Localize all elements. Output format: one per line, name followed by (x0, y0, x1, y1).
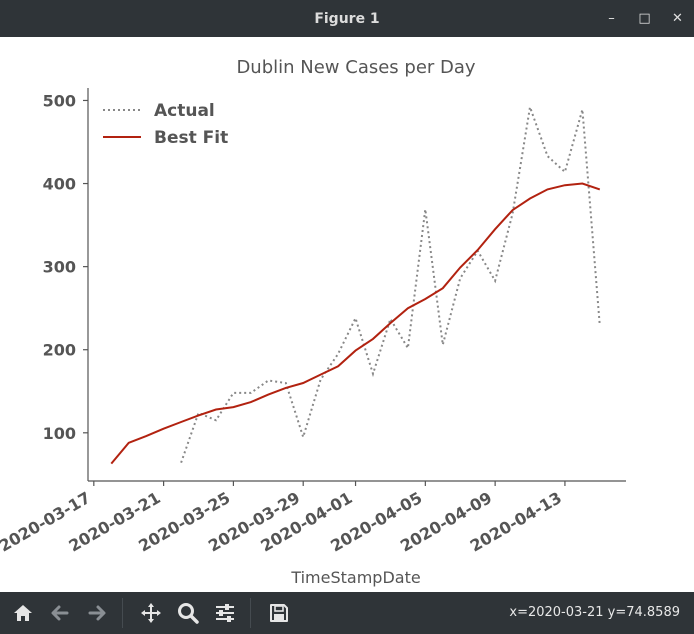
figure-canvas[interactable]: Dublin New Cases per Day TimeStampDate 1… (0, 37, 694, 592)
forward-arrow-icon (88, 605, 106, 621)
y-tick-label: 300 (43, 258, 76, 277)
save-button[interactable] (262, 596, 296, 630)
window-controls: – □ ✕ (595, 0, 694, 37)
y-tick-label: 400 (43, 175, 76, 194)
zoom-icon (178, 603, 199, 624)
pan-icon (141, 603, 161, 623)
x-axis-label: TimeStampDate (290, 568, 420, 587)
back-arrow-icon (51, 605, 69, 621)
window-titlebar: Figure 1 – □ ✕ (0, 0, 694, 37)
cursor-coordinates: x=2020-03-21 y=74.8589 (509, 605, 680, 620)
window-title: Figure 1 (314, 10, 380, 27)
chart: Dublin New Cases per Day TimeStampDate 1… (0, 57, 626, 587)
maximize-button[interactable]: □ (638, 11, 651, 26)
chart-title: Dublin New Cases per Day (236, 57, 475, 78)
legend: Actual Best Fit (103, 101, 228, 148)
home-button[interactable] (6, 596, 40, 630)
toolbar-separator (122, 598, 123, 628)
back-button[interactable] (43, 596, 77, 630)
forward-button[interactable] (80, 596, 114, 630)
pan-button[interactable] (134, 596, 168, 630)
y-axis-ticks: 100 200 300 400 500 (43, 91, 88, 443)
x-axis-ticks: 2020-03-172020-03-212020-03-252020-03-29… (0, 481, 566, 556)
y-tick-label: 100 (43, 424, 76, 443)
plot-area (110, 106, 601, 465)
navigation-toolbar: x=2020-03-21 y=74.8589 (0, 592, 694, 634)
series-actual-line (180, 106, 601, 464)
legend-best-fit-label: Best Fit (154, 128, 228, 148)
configure-subplots-icon (216, 604, 234, 622)
y-tick-label: 500 (43, 91, 76, 110)
toolbar-separator (250, 598, 251, 628)
legend-actual-label: Actual (154, 101, 215, 121)
configure-subplots-button[interactable] (208, 596, 242, 630)
y-tick-label: 200 (43, 341, 76, 360)
home-icon (14, 605, 32, 621)
zoom-button[interactable] (171, 596, 205, 630)
series-best-fit-line (110, 182, 601, 465)
save-icon (270, 604, 288, 622)
minimize-button[interactable]: – (608, 11, 615, 26)
close-button[interactable]: ✕ (672, 11, 683, 26)
